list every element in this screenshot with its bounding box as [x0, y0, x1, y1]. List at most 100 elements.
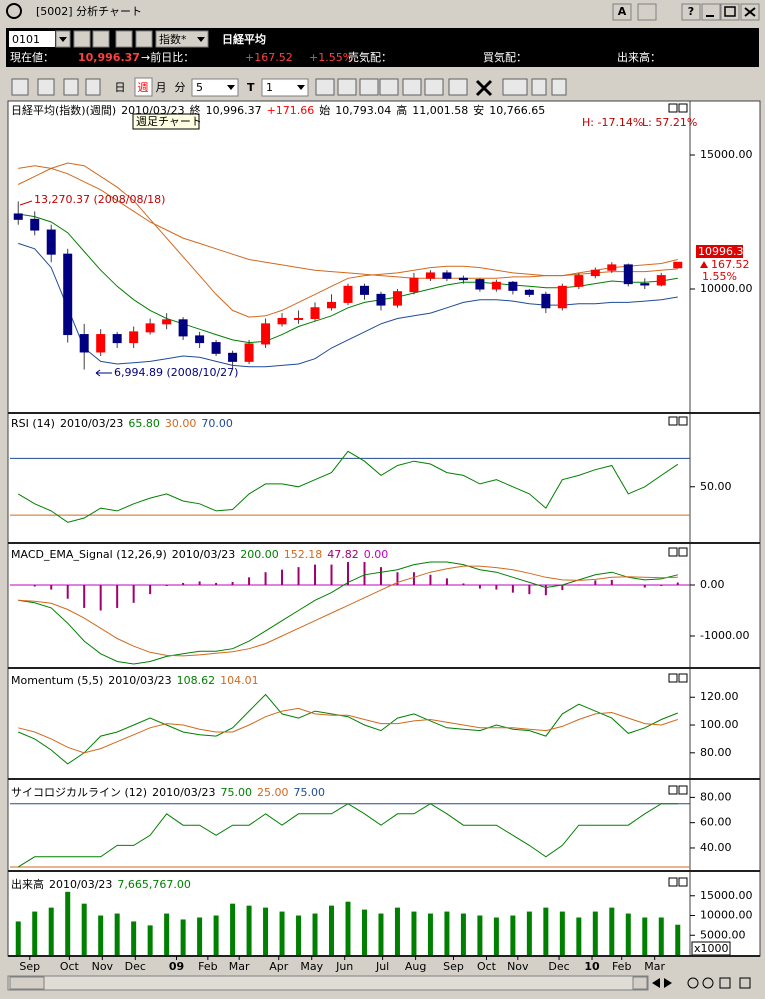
- volume-bar: [147, 925, 153, 955]
- x-tick-label: Oct: [477, 960, 497, 973]
- index-type: 指数*: [159, 32, 187, 46]
- tool-icon[interactable]: [85, 78, 101, 96]
- annotation: 13,270.37 (2008/08/18): [34, 193, 165, 206]
- y-tick-label: 15000.00: [700, 889, 753, 902]
- header-item: 30.00: [165, 417, 197, 430]
- help-button[interactable]: [681, 3, 701, 21]
- candle-body: [46, 229, 56, 255]
- tool-icon[interactable]: [37, 78, 55, 96]
- candle-body: [195, 335, 205, 344]
- volume-bar: [510, 915, 516, 955]
- tooltip-text: 週足チャート: [136, 115, 202, 128]
- close-panel[interactable]: [739, 977, 751, 989]
- panel-min-button: [668, 416, 678, 426]
- unit-label: x1000: [694, 942, 729, 955]
- panel-header: Momentum (5,5) 2010/03/23 108.62 104.01: [11, 674, 259, 687]
- search-button[interactable]: [92, 30, 110, 48]
- annotation-arrow: [95, 369, 112, 377]
- x-tick-label: Dec: [125, 960, 146, 973]
- volume-bar: [493, 917, 499, 955]
- overlay-line: [18, 213, 678, 344]
- help-button-label: ?: [688, 5, 694, 18]
- tool-icon[interactable]: [11, 78, 29, 96]
- y-tick-label: 40.00: [700, 841, 732, 854]
- period-minute[interactable]: 分: [175, 81, 186, 94]
- tool-icon[interactable]: [337, 78, 357, 96]
- grid-toggle[interactable]: [719, 977, 731, 989]
- volume-bar: [164, 913, 170, 955]
- indicator-line: [17, 803, 678, 868]
- period-month[interactable]: 月: [156, 81, 167, 94]
- volume-bar: [460, 913, 466, 955]
- candle-body: [96, 334, 106, 353]
- tool-icon[interactable]: [315, 78, 335, 96]
- volume-bar: [444, 911, 450, 955]
- tool-icon[interactable]: [402, 78, 422, 96]
- code-input[interactable]: [9, 31, 55, 47]
- panel-close-button: [678, 785, 688, 795]
- volume-bar: [411, 911, 417, 955]
- clear-button[interactable]: [135, 30, 153, 48]
- candle-body: [557, 285, 567, 309]
- header-item: サイコロジカルライン (12): [11, 786, 147, 799]
- zoom-out[interactable]: [702, 977, 714, 989]
- tool-icon[interactable]: [359, 78, 379, 96]
- candle-body: [376, 293, 386, 306]
- indicator-line: [18, 561, 678, 665]
- period-day[interactable]: 日: [115, 81, 126, 94]
- current-price: 10,996.37: [78, 51, 140, 64]
- y-tick-label: 10000.00: [700, 282, 753, 295]
- volume-bar: [477, 915, 483, 955]
- panel-min-button: [668, 103, 678, 113]
- x-tick-label: Feb: [612, 960, 631, 973]
- minimize-button[interactable]: [701, 3, 721, 21]
- delete-icon[interactable]: [475, 79, 493, 97]
- nav-icons[interactable]: [652, 978, 672, 988]
- candle-body: [129, 331, 139, 344]
- tool-icon[interactable]: [448, 78, 468, 96]
- index-select[interactable]: [155, 30, 209, 48]
- tool-icon[interactable]: [502, 78, 528, 96]
- header-item: 152.18: [284, 548, 323, 561]
- candle-body: [392, 291, 402, 306]
- tool-icon[interactable]: [379, 78, 399, 96]
- minute-select[interactable]: [191, 78, 239, 97]
- copy-button[interactable]: [637, 3, 657, 21]
- dropdown-arrow: [197, 37, 205, 42]
- header-item: 2010/03/23: [60, 417, 123, 430]
- tool-icon[interactable]: [63, 78, 79, 96]
- candle-body: [409, 277, 419, 293]
- scroll-thumb[interactable]: [9, 976, 45, 990]
- enter-button[interactable]: [73, 30, 91, 48]
- panel-close-button: [678, 547, 688, 557]
- candle-body: [442, 272, 452, 279]
- tool-icon[interactable]: [531, 78, 547, 96]
- volume-bar: [576, 917, 582, 955]
- candle-body: [310, 307, 320, 319]
- candle-body: [541, 293, 551, 309]
- tool-icon[interactable]: [551, 78, 567, 96]
- volume-bar: [230, 903, 236, 955]
- volume-bar: [114, 913, 120, 955]
- font-button[interactable]: [612, 3, 632, 21]
- period-week[interactable]: 週: [138, 81, 149, 94]
- header-item: 日経平均(指数)(週間): [11, 103, 116, 117]
- check-button[interactable]: [115, 30, 133, 48]
- scrollbar[interactable]: [7, 975, 649, 991]
- header-item: +171.66: [267, 104, 315, 117]
- price-tag-box: [696, 245, 743, 258]
- volume-bar: [213, 915, 219, 955]
- t-select[interactable]: [261, 78, 309, 97]
- y-tick-label: 0.00: [700, 578, 725, 591]
- scroll-right[interactable]: [632, 976, 648, 990]
- panel-min-button: [668, 785, 678, 795]
- header-item: 安: [473, 103, 484, 117]
- panel-header: サイコロジカルライン (12) 2010/03/23 75.00 25.00 75.00: [11, 786, 325, 799]
- x-tick-label: Dec: [548, 960, 569, 973]
- x-tick-label: Mar: [229, 960, 250, 973]
- x-tick-label: Nov: [507, 960, 529, 973]
- tool-icon[interactable]: [424, 78, 444, 96]
- zoom-in[interactable]: [687, 977, 699, 989]
- x-tick-label: May: [300, 960, 323, 973]
